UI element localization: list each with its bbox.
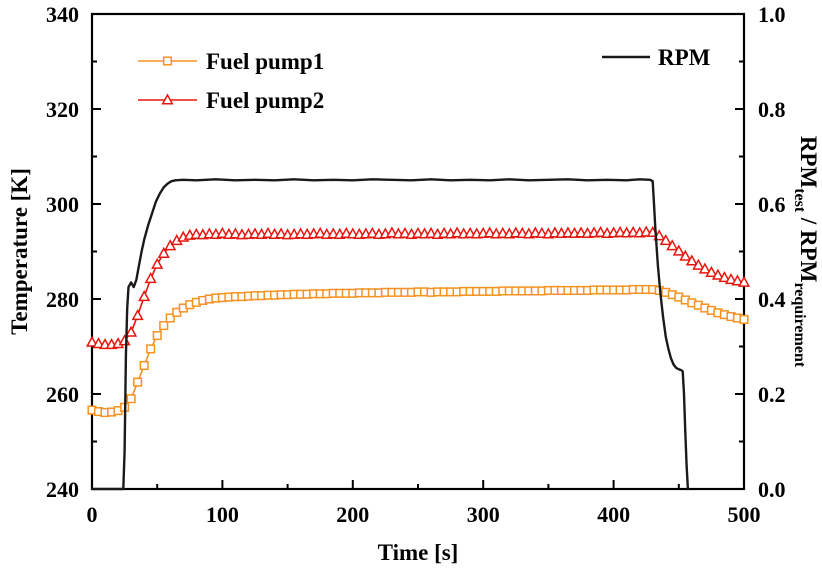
x-axis: 0 100 200 300 400 500 Time [s] <box>87 480 761 565</box>
y-axis-left: 240 260 280 300 320 340 Temperature [K] <box>7 2 101 502</box>
svg-text:0.6: 0.6 <box>758 192 786 217</box>
plot-frame <box>90 12 746 491</box>
svg-text:320: 320 <box>46 97 79 122</box>
x-axis-title: Time [s] <box>378 540 459 565</box>
y-left-title: Temperature [K] <box>7 168 32 335</box>
series-fuel-pump2 <box>85 225 751 350</box>
svg-text:500: 500 <box>728 502 761 527</box>
svg-text:0.0: 0.0 <box>758 477 786 502</box>
svg-text:300: 300 <box>467 502 500 527</box>
svg-text:0: 0 <box>87 502 98 527</box>
svg-text:340: 340 <box>46 2 79 27</box>
legend-item-fuel-pump1: Fuel pump1 <box>138 49 324 74</box>
legend-item-rpm: RPM <box>602 45 711 70</box>
legend-label: RPM <box>658 45 711 70</box>
svg-text:260: 260 <box>46 382 79 407</box>
svg-text:100: 100 <box>206 502 239 527</box>
svg-text:400: 400 <box>597 502 630 527</box>
svg-text:240: 240 <box>46 477 79 502</box>
series-fuel-pump1 <box>87 284 749 418</box>
legend-label: Fuel pump1 <box>206 49 324 74</box>
svg-text:0.8: 0.8 <box>758 97 786 122</box>
y-axis-right: 0.0 0.2 0.4 0.6 0.8 1.0 RPMtest​ / RPMrequirem… <box>735 2 821 502</box>
legend-item-fuel-pump2: Fuel pump2 <box>138 88 324 113</box>
svg-text:200: 200 <box>336 502 369 527</box>
svg-text:280: 280 <box>46 287 79 312</box>
y-right-title: RPMtest​ / RPMrequirement​ <box>791 136 821 368</box>
legend: Fuel pump1 Fuel pump2 RPM <box>138 45 711 113</box>
svg-text:0.4: 0.4 <box>758 287 786 312</box>
series-rpm <box>90 178 690 491</box>
svg-text:0.2: 0.2 <box>758 382 786 407</box>
legend-label: Fuel pump2 <box>206 88 324 113</box>
svg-text:300: 300 <box>46 192 79 217</box>
svg-text:1.0: 1.0 <box>758 2 786 27</box>
